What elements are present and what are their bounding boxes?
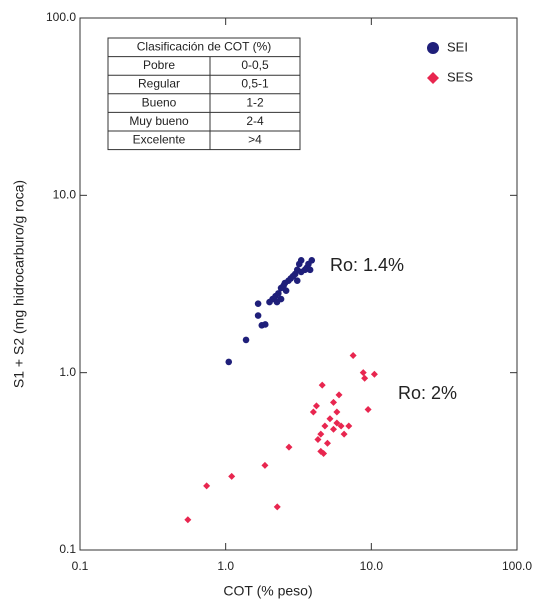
point — [242, 336, 250, 344]
point — [291, 270, 299, 278]
point — [317, 430, 325, 438]
table-cell: >4 — [248, 132, 262, 146]
table-cell: Bueno — [142, 95, 177, 109]
y-axis-label: S1 + S2 (mg hidrocarburo/g roca) — [11, 180, 27, 388]
table-cell: Regular — [138, 77, 180, 91]
point — [349, 351, 357, 359]
x-tick-label: 10.0 — [360, 559, 384, 573]
point — [330, 425, 338, 433]
point — [282, 287, 290, 294]
point — [261, 461, 269, 469]
point — [364, 405, 372, 413]
point — [330, 398, 338, 406]
point — [293, 277, 301, 285]
annotation: Ro: 1.4% — [330, 255, 404, 275]
y-tick-label: 100.0 — [46, 10, 76, 24]
table-cell: 0-0,5 — [241, 58, 269, 72]
table-cell: 2-4 — [246, 114, 264, 128]
y-tick-label: 0.1 — [59, 542, 76, 556]
table-cell: Pobre — [143, 58, 175, 72]
legend-marker — [427, 42, 439, 54]
point — [370, 370, 378, 378]
point — [359, 369, 367, 377]
point — [314, 435, 322, 443]
table-cell: 1-2 — [246, 95, 264, 109]
legend-label: SEI — [447, 39, 468, 54]
point — [225, 358, 233, 366]
plot-frame — [79, 17, 518, 551]
table-cell: Excelente — [133, 132, 186, 146]
point — [318, 381, 326, 389]
point — [277, 295, 285, 303]
point — [254, 312, 262, 319]
point — [312, 402, 320, 410]
point — [345, 422, 353, 430]
point — [306, 266, 314, 274]
annotation: Ro: 2% — [398, 383, 457, 403]
point — [361, 374, 369, 382]
x-axis-label: COT (% peso) — [223, 583, 312, 599]
point — [203, 482, 211, 490]
table-header: Clasificación de COT (%) — [137, 39, 271, 53]
point — [308, 257, 316, 264]
legend-label: SES — [447, 69, 473, 84]
point — [273, 503, 281, 511]
point — [326, 415, 334, 423]
table-cell: 0,5-1 — [241, 77, 269, 91]
x-tick-label: 1.0 — [217, 559, 234, 573]
table-cell: Muy bueno — [129, 114, 189, 128]
point — [261, 321, 269, 328]
y-tick-label: 10.0 — [53, 188, 77, 202]
point — [321, 422, 329, 430]
point — [254, 300, 262, 307]
point — [297, 257, 305, 264]
point — [228, 472, 236, 480]
point — [333, 408, 341, 416]
point — [333, 419, 341, 427]
point — [317, 447, 325, 455]
x-tick-label: 0.1 — [72, 559, 89, 573]
point — [340, 430, 348, 438]
point — [335, 391, 343, 399]
point — [275, 290, 282, 297]
x-tick-label: 100.0 — [502, 559, 532, 573]
y-tick-label: 1.0 — [59, 365, 76, 379]
legend-marker — [427, 72, 439, 84]
point — [184, 516, 192, 524]
point — [309, 408, 317, 416]
point — [285, 443, 293, 451]
point — [337, 422, 345, 430]
point — [323, 439, 331, 447]
